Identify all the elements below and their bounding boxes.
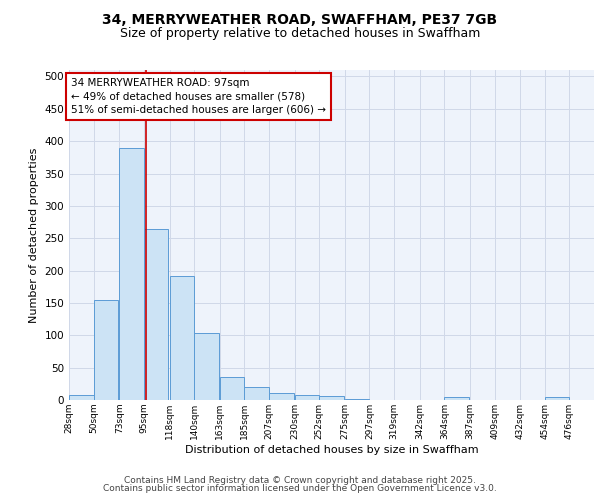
Bar [269,393,293,400]
Bar [545,398,569,400]
Bar [244,387,269,400]
Bar [94,300,118,400]
Bar [445,398,469,400]
Bar [319,396,344,400]
Bar [170,276,194,400]
Text: 34 MERRYWEATHER ROAD: 97sqm
← 49% of detached houses are smaller (578)
51% of se: 34 MERRYWEATHER ROAD: 97sqm ← 49% of det… [71,78,326,115]
Text: Size of property relative to detached houses in Swaffham: Size of property relative to detached ho… [120,28,480,40]
Bar [144,228,169,400]
Text: Contains HM Land Registry data © Crown copyright and database right 2025.: Contains HM Land Registry data © Crown c… [124,476,476,485]
Bar [220,378,244,400]
Bar [119,148,144,400]
Y-axis label: Number of detached properties: Number of detached properties [29,148,39,322]
Text: 34, MERRYWEATHER ROAD, SWAFFHAM, PE37 7GB: 34, MERRYWEATHER ROAD, SWAFFHAM, PE37 7G… [103,12,497,26]
Bar [345,398,370,400]
Bar [295,395,319,400]
X-axis label: Distribution of detached houses by size in Swaffham: Distribution of detached houses by size … [185,444,478,454]
Text: Contains public sector information licensed under the Open Government Licence v3: Contains public sector information licen… [103,484,497,493]
Bar [69,396,94,400]
Bar [194,334,218,400]
